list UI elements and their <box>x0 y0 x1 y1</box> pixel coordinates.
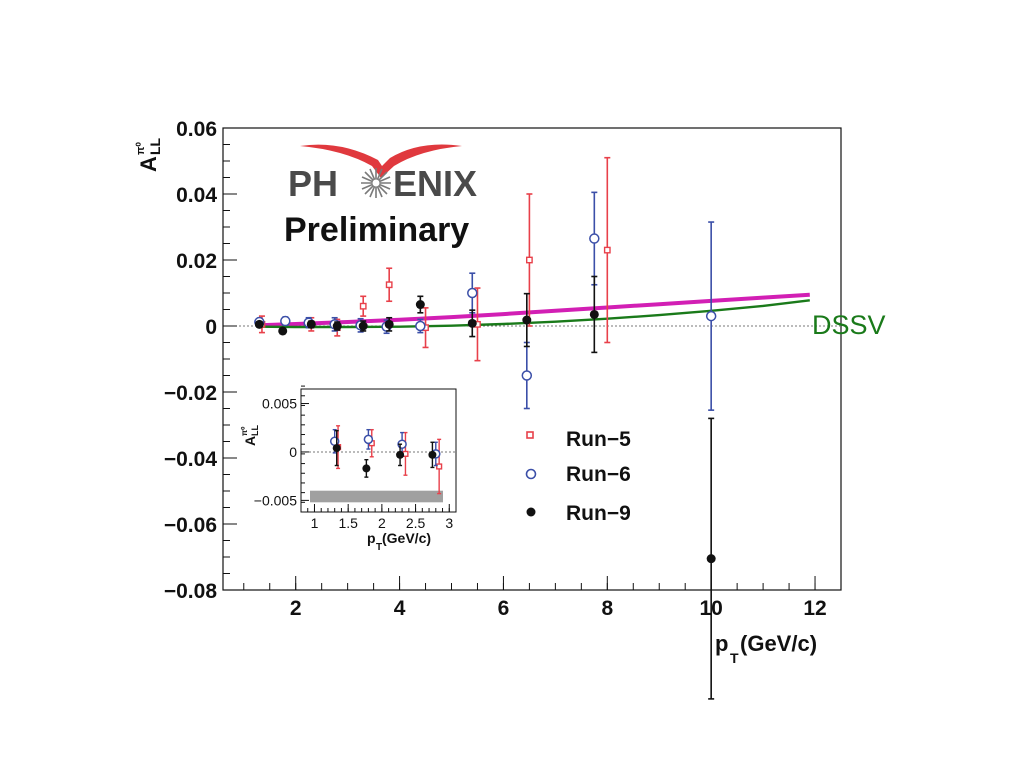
main-x-axis-label: p T (GeV/c) <box>715 631 817 666</box>
inset-y-axis-label: A π⁰ LL <box>240 425 260 446</box>
main-curves <box>259 295 809 327</box>
y-tick-label: 0 <box>205 316 217 339</box>
data-point <box>396 451 404 459</box>
x-tick-label: 1.5 <box>338 515 358 531</box>
y-tick-label: 0.005 <box>262 396 297 412</box>
legend-marker-run6 <box>527 470 536 479</box>
data-point <box>255 320 264 329</box>
main-y-axis-label-main: A <box>136 156 161 172</box>
data-point <box>361 304 366 309</box>
data-point <box>522 316 531 325</box>
y-tick-label: −0.08 <box>164 580 217 603</box>
x-tick-label: 1 <box>311 515 319 531</box>
main-y-axis-label-super: π⁰ <box>135 142 147 155</box>
main-x-axis-label-unit: (GeV/c) <box>740 631 817 656</box>
data-point <box>468 319 477 328</box>
x-tick-label: 2 <box>378 515 386 531</box>
y-tick-label: −0.04 <box>164 448 217 471</box>
legend: Run−5 Run−6 Run−9 <box>527 428 632 525</box>
data-point <box>362 464 370 472</box>
data-point <box>359 322 368 331</box>
x-tick-label: 2.5 <box>406 515 426 531</box>
x-tick-label: 8 <box>601 597 613 620</box>
data-point <box>331 437 339 445</box>
data-point <box>364 435 372 443</box>
legend-label-run5: Run−5 <box>566 428 631 451</box>
y-tick-label: −0.02 <box>164 382 217 405</box>
data-point <box>605 247 610 252</box>
main-ticks: 2 4 6 8 10 12−0.08−0.06−0.04−0.0200.020.040.0… <box>164 118 841 620</box>
data-point <box>707 554 716 563</box>
data-point <box>281 317 290 326</box>
y-tick-label: 0.02 <box>176 250 217 273</box>
phenix-logo: PH ENIX <box>288 145 477 205</box>
legend-marker-run9 <box>527 508 536 517</box>
data-point <box>416 300 425 309</box>
data-point <box>333 444 341 452</box>
x-tick-label: 4 <box>394 597 406 620</box>
data-point <box>468 289 477 298</box>
data-point <box>333 322 342 331</box>
y-tick-label: 0.06 <box>176 118 217 141</box>
data-point <box>428 451 436 459</box>
data-point <box>437 464 442 469</box>
data-point <box>522 371 531 380</box>
y-tick-label: 0.04 <box>176 184 217 207</box>
data-point <box>416 322 425 331</box>
inset-y-axis-label-main: A <box>242 436 258 446</box>
data-point <box>707 312 716 321</box>
phenix-logo-star-icon <box>361 168 391 198</box>
inset-x-axis-label-unit: (GeV/c) <box>382 530 431 546</box>
data-point <box>386 282 391 287</box>
data-point <box>590 310 599 319</box>
inset-y-axis-label-super: π⁰ <box>240 426 249 436</box>
main-y-axis-label-sub: LL <box>147 137 163 155</box>
y-tick-label: −0.06 <box>164 514 217 537</box>
x-tick-label: 12 <box>803 597 826 620</box>
inset-y-axis-label-sub: LL <box>250 425 260 436</box>
data-point <box>385 320 394 329</box>
inset-x-axis-label-main: p <box>367 530 376 546</box>
preliminary-label: Preliminary <box>284 211 469 249</box>
data-point <box>590 234 599 243</box>
data-point <box>307 320 316 329</box>
dssv-label: DSSV <box>812 310 886 340</box>
x-tick-label: 3 <box>445 515 453 531</box>
data-point <box>527 257 532 262</box>
data-point <box>278 326 287 335</box>
legend-label-run6: Run−6 <box>566 463 631 486</box>
main-y-axis-label: A π⁰ LL <box>135 137 163 172</box>
main-x-axis-label-main: p <box>715 631 728 656</box>
x-tick-label: 2 <box>290 597 302 620</box>
phenix-logo-text-left: PH <box>288 163 338 204</box>
inset-band <box>310 491 443 503</box>
legend-label-run9: Run−9 <box>566 502 631 525</box>
phenix-logo-text-right: ENIX <box>393 163 477 204</box>
y-tick-label: −0.005 <box>254 492 297 508</box>
x-tick-label: 6 <box>498 597 510 620</box>
legend-marker-run5 <box>527 432 533 438</box>
main-x-axis-label-sub: T <box>730 650 739 666</box>
y-tick-label: 0 <box>289 444 297 460</box>
inset-x-axis-label: p T (GeV/c) <box>367 530 431 553</box>
